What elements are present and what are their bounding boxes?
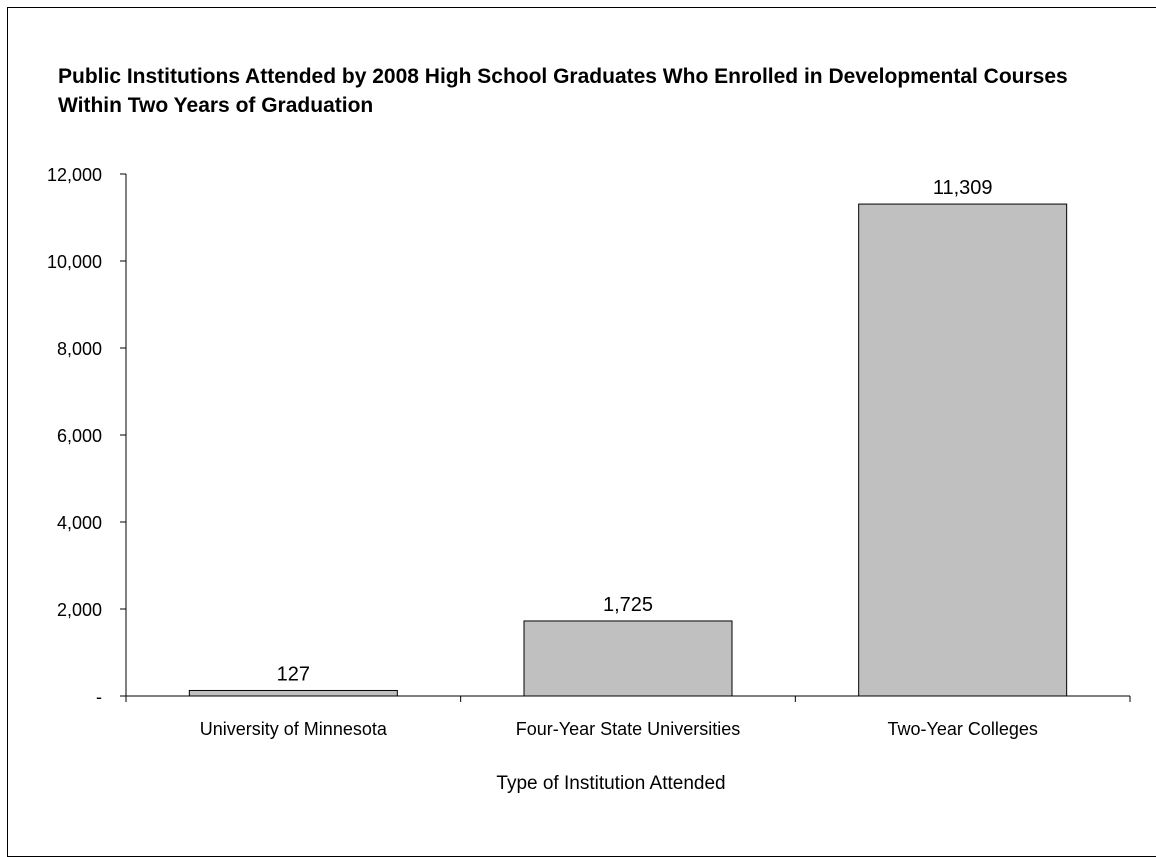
y-tick-label: 2,000	[57, 600, 102, 620]
bar	[858, 203, 1068, 697]
x-tick-label: Two-Year Colleges	[887, 719, 1037, 739]
data-label: 11,309	[933, 177, 993, 199]
y-axis: - 2,000 4,000 6,000 8,000 10,000 12,000	[47, 165, 127, 707]
y-tick-label: 6,000	[57, 426, 102, 446]
bars	[188, 203, 1068, 697]
bar	[523, 620, 733, 697]
x-axis-title: Type of Institution Attended	[496, 773, 725, 794]
bar	[188, 689, 398, 697]
y-tick-label: 12,000	[47, 165, 102, 185]
chart-title: Public Institutions Attended by 2008 Hig…	[58, 65, 1068, 117]
data-label: 127	[277, 663, 310, 685]
x-tick-label: Four-Year State Universities	[516, 719, 740, 739]
y-tick-label: 10,000	[47, 252, 102, 272]
data-labels: 127 1,725 11,309	[277, 177, 993, 685]
y-tick-label: 8,000	[57, 339, 102, 359]
x-axis: University of Minnesota Four-Year State U…	[125, 695, 1131, 739]
data-label: 1,725	[603, 594, 653, 616]
y-tick-label: 4,000	[57, 513, 102, 533]
y-tick-label: -	[96, 687, 102, 707]
x-tick-label: University of Minnesota	[200, 719, 388, 739]
